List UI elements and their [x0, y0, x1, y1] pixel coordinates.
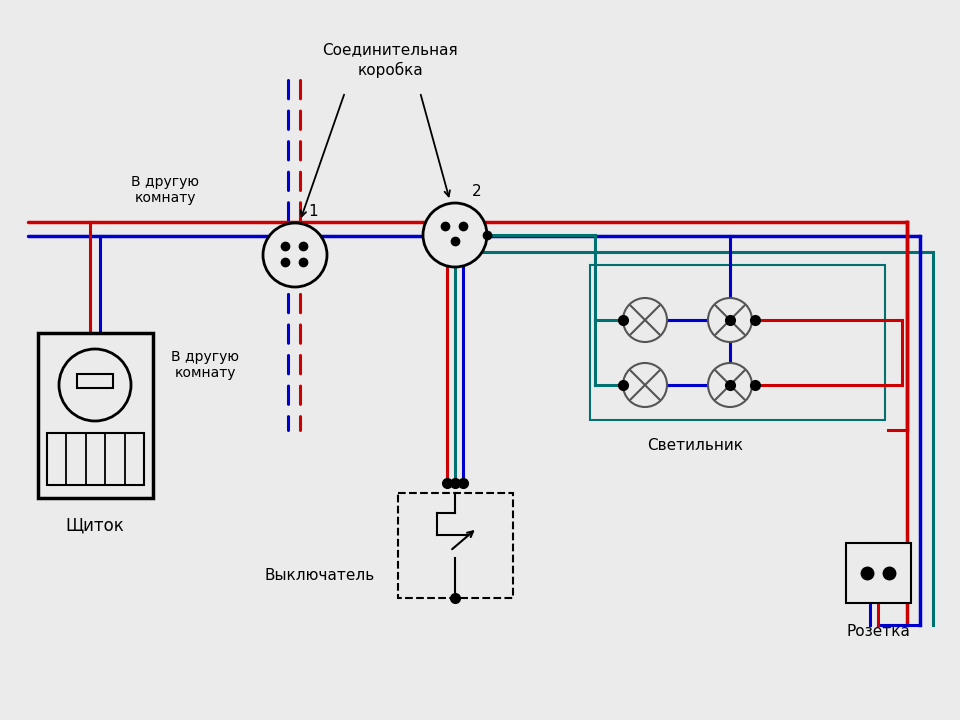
Circle shape [623, 298, 667, 342]
Text: Розетка: Розетка [846, 624, 910, 639]
Text: Светильник: Светильник [647, 438, 743, 452]
Circle shape [59, 349, 131, 421]
Bar [77, 374, 113, 388]
Text: Выключатель: Выключатель [265, 567, 375, 582]
Text: В другую
комнату: В другую комнату [171, 350, 239, 380]
Circle shape [263, 223, 327, 287]
Bar [47, 433, 144, 485]
Text: Щиток: Щиток [65, 516, 125, 534]
Circle shape [708, 298, 752, 342]
Text: 1: 1 [308, 204, 318, 218]
Text: В другую
комнату: В другую комнату [131, 175, 199, 205]
Bar [590, 265, 885, 420]
Bar [846, 543, 911, 603]
Bar [398, 493, 513, 598]
Circle shape [623, 363, 667, 407]
Bar [38, 333, 153, 498]
Text: Соединительная
коробка: Соединительная коробка [323, 42, 458, 78]
Circle shape [423, 203, 487, 267]
Text: 2: 2 [472, 184, 482, 199]
Circle shape [708, 363, 752, 407]
